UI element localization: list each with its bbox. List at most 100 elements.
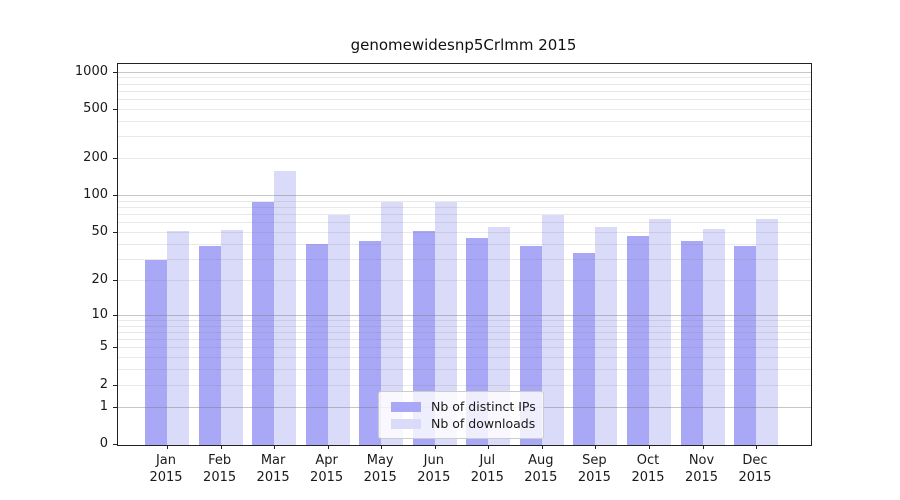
gridline-major-100	[118, 195, 811, 197]
y-tick-mark-2	[113, 384, 117, 386]
bar-nb-of-downloads-apr	[327, 214, 350, 445]
bar-nb-of-distinct-ips-mar	[252, 201, 275, 445]
y-tick-mark-5	[113, 347, 117, 349]
x-tick-month: Jan	[155, 453, 177, 468]
gridline-minor-5	[118, 347, 811, 349]
bar-nb-of-distinct-ips-sep	[573, 253, 596, 445]
bar-nb-of-distinct-ips-may	[359, 241, 382, 445]
x-tick-label-apr: Apr 2015	[295, 452, 359, 486]
gridline-minor-800	[118, 83, 811, 85]
x-tick-mark-sep	[595, 445, 597, 449]
bar-nb-of-downloads-jan	[167, 231, 189, 445]
x-tick-year: 2015	[631, 470, 665, 485]
gridline-minor-200	[118, 158, 811, 160]
gridline-minor-3	[118, 369, 811, 371]
bar-nb-of-downloads-dec	[756, 219, 779, 445]
x-tick-mark-apr	[327, 445, 329, 449]
bar-nb-of-distinct-ips-nov	[680, 241, 703, 445]
x-tick-label-dec: Dec 2015	[723, 452, 787, 486]
y-tick-mark-50	[113, 232, 117, 234]
x-tick-mark-dec	[756, 445, 757, 449]
legend-label-distinct-ips: Nb of distinct IPs	[431, 399, 536, 414]
y-tick-mark-1000	[113, 71, 117, 73]
x-tick-mark-jan	[167, 445, 168, 449]
gridline-minor-9	[118, 319, 811, 321]
y-tick-label-1: 1	[99, 398, 108, 414]
y-tick-label-10: 10	[91, 306, 108, 322]
gridline-minor-50	[118, 232, 811, 234]
y-tick-mark-100	[113, 195, 117, 197]
x-tick-month: May	[366, 453, 394, 468]
x-tick-label-mar: Mar 2015	[241, 452, 305, 486]
y-tick-label-200: 200	[83, 150, 108, 166]
y-tick-label-50: 50	[91, 224, 108, 240]
x-tick-year: 2015	[524, 470, 558, 485]
x-tick-year: 2015	[738, 470, 772, 485]
y-tick-label-0: 0	[99, 436, 108, 451]
plot-area	[113, 63, 812, 449]
x-tick-month: Mar	[260, 453, 286, 468]
gridline-minor-8	[118, 325, 811, 327]
x-tick-month: Nov	[688, 453, 715, 468]
y-tick-label-2: 2	[99, 376, 108, 392]
y-tick-label-500: 500	[83, 101, 108, 116]
y-tick-mark-200	[113, 158, 117, 160]
bar-nb-of-downloads-aug	[541, 215, 564, 445]
y-tick-label-1000: 1000	[74, 63, 108, 79]
x-tick-month: Sep	[582, 453, 607, 468]
x-tick-mark-oct	[649, 445, 650, 449]
x-tick-month: Jun	[423, 453, 444, 468]
legend-swatch-distinct-ips	[391, 401, 421, 412]
bar-nb-of-distinct-ips-feb	[198, 246, 221, 445]
x-tick-month: Apr	[315, 453, 338, 468]
gridline-minor-20	[118, 279, 811, 281]
gridline-minor-4	[118, 357, 811, 359]
x-tick-year: 2015	[684, 470, 719, 485]
gridline-minor-7	[118, 331, 811, 333]
gridline-minor-40	[118, 243, 811, 245]
x-tick-mark-aug	[541, 445, 543, 449]
bar-nb-of-downloads-may	[381, 201, 404, 445]
legend-row-distinct-ips: Nb of distinct IPs	[387, 398, 536, 415]
grid-layer	[118, 64, 811, 445]
x-tick-mark-nov	[702, 445, 704, 449]
x-tick-year: 2015	[363, 470, 397, 485]
gridline-minor-500	[118, 109, 811, 110]
x-tick-label-oct: Oct 2015	[616, 452, 680, 486]
bar-nb-of-downloads-jul	[488, 227, 511, 445]
gridline-minor-6	[118, 339, 811, 341]
x-tick-year: 2015	[417, 470, 451, 485]
gridline-minor-70	[118, 214, 811, 216]
bar-nb-of-downloads-sep	[595, 227, 618, 445]
x-tick-month: Oct	[636, 453, 660, 468]
x-tick-year: 2015	[577, 470, 611, 485]
bar-nb-of-downloads-jun	[434, 201, 457, 445]
ticks-layer	[113, 64, 811, 449]
bar-nb-of-downloads-nov	[702, 229, 725, 445]
x-tick-month: Jul	[479, 453, 496, 468]
bar-nb-of-downloads-feb	[220, 230, 243, 445]
legend-row-downloads: Nb of downloads	[387, 415, 535, 432]
x-tick-year: 2015	[149, 470, 183, 485]
x-tick-year: 2015	[470, 470, 504, 485]
bar-nb-of-distinct-ips-oct	[626, 236, 649, 445]
x-tick-month: Aug	[528, 453, 554, 468]
x-tick-label-aug: Aug 2015	[509, 452, 573, 486]
x-tick-label-sep: Sep 2015	[562, 452, 626, 486]
bar-nb-of-distinct-ips-dec	[734, 246, 757, 445]
chart-title: genomewidesnp5Crlmm 2015	[350, 36, 577, 54]
x-tick-mark-may	[381, 445, 383, 449]
x-tick-label-jan: Jan 2015	[134, 452, 198, 486]
gridline-minor-900	[118, 77, 811, 79]
legend-swatch-downloads	[391, 418, 421, 429]
x-tick-mark-mar	[274, 445, 276, 449]
x-tick-year: 2015	[310, 470, 344, 485]
x-tick-label-feb: Feb 2015	[188, 452, 252, 486]
y-tick-mark-500	[113, 109, 117, 110]
gridline-major-10	[118, 314, 811, 316]
bar-nb-of-downloads-oct	[648, 219, 671, 445]
y-tick-label-5: 5	[99, 339, 108, 355]
x-tick-label-jul: Jul 2015	[455, 452, 519, 486]
x-tick-label-may: May 2015	[348, 452, 412, 486]
